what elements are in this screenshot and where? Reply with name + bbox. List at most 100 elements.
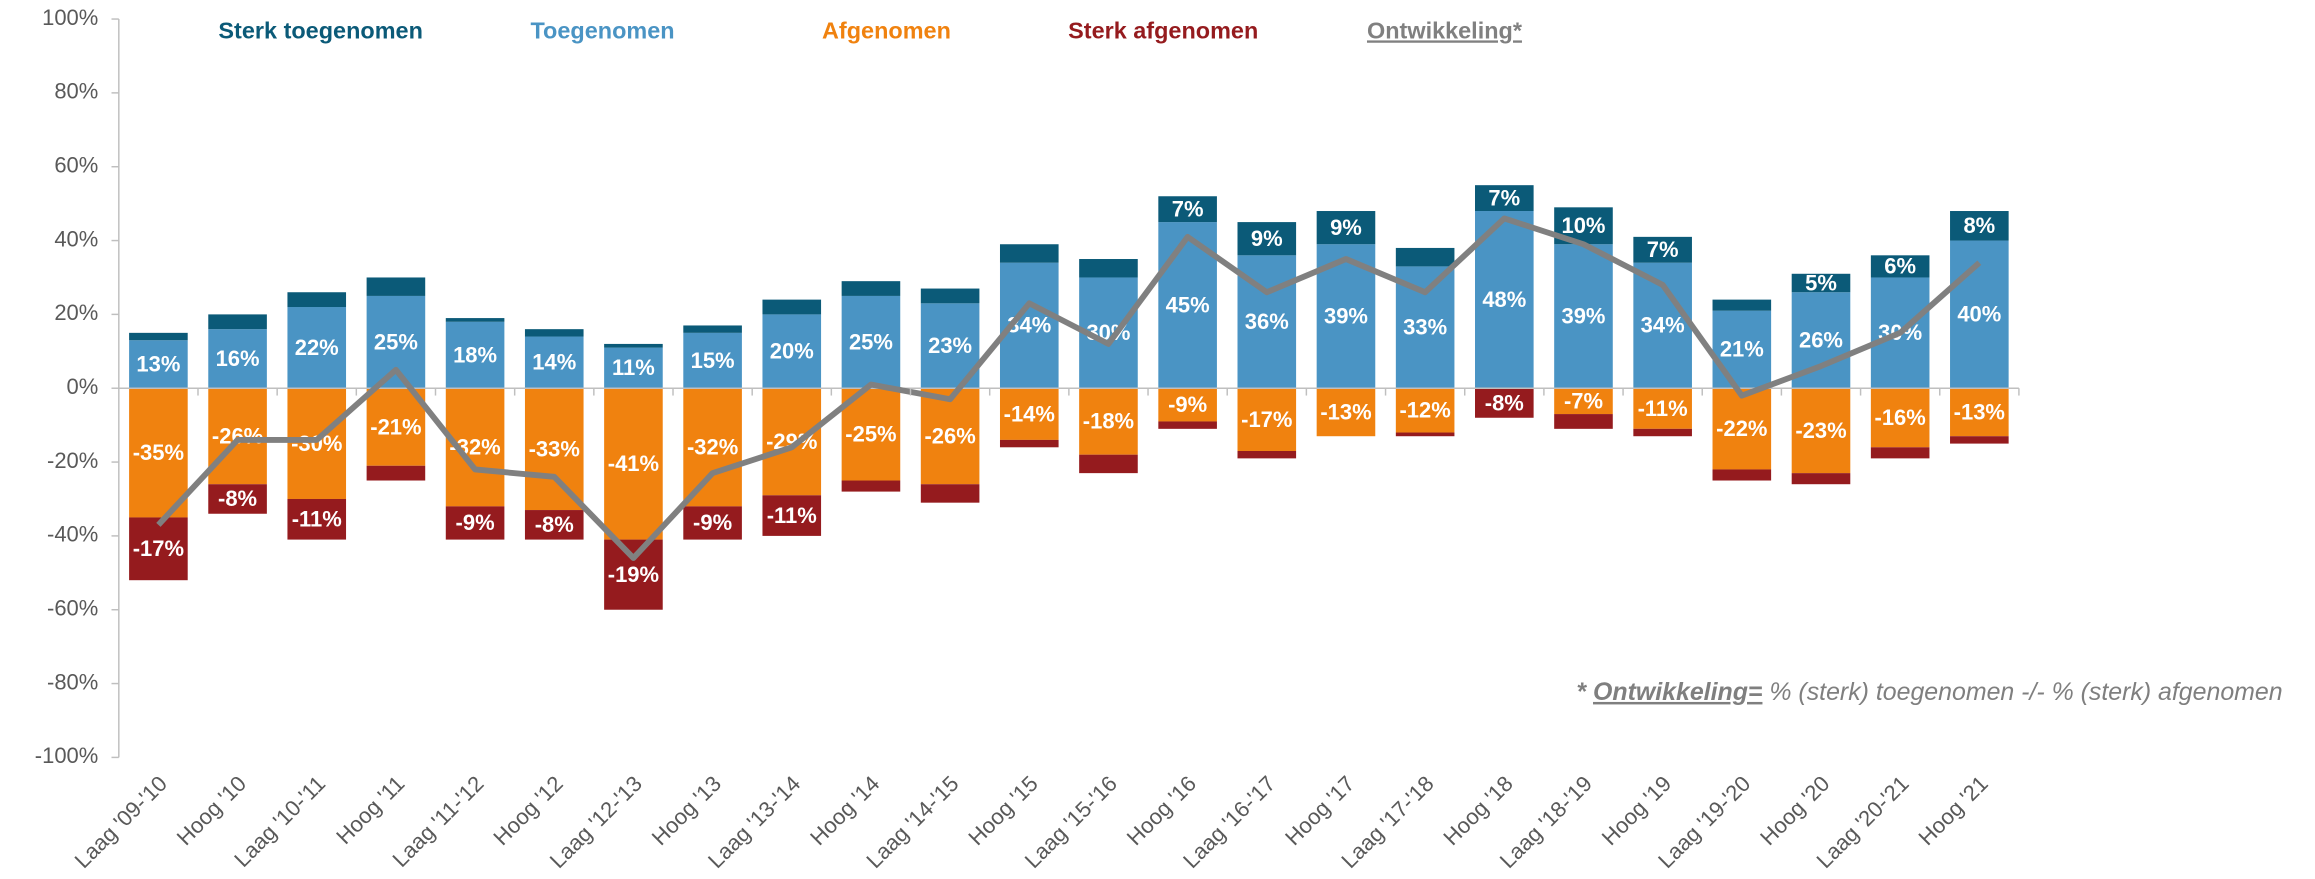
data-label: 23% — [928, 333, 972, 358]
data-label: 33% — [1403, 315, 1447, 340]
bar-segment — [129, 340, 188, 389]
data-label: 25% — [374, 329, 418, 354]
bar-segment — [604, 343, 663, 348]
bar-segment — [129, 388, 188, 518]
data-label: -14% — [1004, 401, 1055, 426]
bar-segment — [999, 244, 1059, 263]
bar-segment — [841, 295, 901, 389]
bar-segment — [1712, 299, 1772, 311]
bar-segment — [524, 510, 584, 540]
y-tick-label: -80% — [47, 669, 98, 694]
bar-segment — [1870, 388, 1930, 448]
x-tick-label: Hoog '19 — [1597, 771, 1676, 850]
data-label: -9% — [1168, 392, 1207, 417]
bar-segment — [683, 388, 742, 507]
x-tick-label: Hoog '20 — [1755, 771, 1834, 850]
data-label: -13% — [1954, 399, 2005, 424]
bar-segment — [683, 332, 742, 389]
x-tick-label: Hoog '13 — [647, 771, 726, 850]
bar-segment — [604, 388, 663, 540]
bar-segment — [920, 288, 980, 304]
data-label: -21% — [370, 414, 421, 439]
bar-segment — [1791, 473, 1851, 485]
bar-segment — [1079, 259, 1138, 278]
data-label: 15% — [691, 348, 735, 373]
bar-segment — [604, 347, 663, 389]
data-label: -41% — [608, 451, 659, 476]
data-label: 36% — [1245, 309, 1289, 334]
data-label: 26% — [1799, 327, 1843, 352]
data-label: -11% — [767, 503, 817, 528]
data-label: -13% — [1320, 399, 1371, 424]
data-label: 6% — [1884, 254, 1916, 279]
bar-segment — [604, 539, 663, 610]
bar-segment — [1079, 388, 1138, 455]
data-label: 8% — [1963, 213, 1995, 238]
bar-segment — [1554, 244, 1613, 389]
data-label: 9% — [1330, 215, 1362, 240]
legend-entry: Toegenomen — [530, 17, 674, 43]
legend-entry: Sterk toegenomen — [218, 17, 422, 43]
data-label: -12% — [1399, 398, 1450, 423]
bar-segment — [208, 484, 267, 514]
bar-segment — [1237, 388, 1297, 451]
bar-segment — [366, 388, 426, 466]
bar-segment — [1079, 454, 1138, 474]
bar-segment — [1712, 469, 1772, 481]
bar-segment — [1237, 222, 1297, 256]
data-label: 5% — [1805, 270, 1837, 295]
data-label: -11% — [1638, 396, 1688, 421]
y-tick-label: -40% — [47, 522, 98, 547]
data-label: 10% — [1561, 213, 1605, 238]
bar-segment — [445, 506, 505, 540]
bar-segment — [524, 388, 584, 511]
bar-segment — [1712, 310, 1772, 389]
bar-segment — [208, 329, 267, 389]
x-tick-label: Hoog '21 — [1913, 771, 1992, 850]
bar-segment — [762, 388, 822, 496]
data-label: -9% — [456, 510, 495, 535]
bar-segment — [129, 517, 188, 581]
bar-segment — [1633, 388, 1692, 429]
data-label: 40% — [1957, 302, 2001, 327]
bar-segment — [1633, 236, 1692, 263]
bar-segment — [1870, 447, 1930, 459]
bar-segment — [683, 325, 742, 333]
data-label: 13% — [136, 351, 180, 376]
footnote-term: Ontwikkeling= — [1593, 678, 1762, 706]
bar-segment — [841, 480, 901, 492]
bar-segment — [287, 307, 347, 389]
bar-segment — [208, 314, 267, 330]
line — [156, 215, 1982, 561]
bar-segment — [762, 299, 822, 315]
footnote-marker: * — [1576, 678, 1587, 706]
bar-segment — [445, 321, 505, 389]
bar-segment — [999, 439, 1059, 448]
data-label: 21% — [1720, 337, 1764, 362]
footnote-text: % (sterk) toegenomen -/- % (sterk) afgen… — [1769, 678, 2282, 706]
bar-segment — [1316, 211, 1376, 245]
data-label: 20% — [770, 339, 814, 364]
data-label: -23% — [1795, 418, 1846, 443]
data-label: -26% — [924, 423, 975, 448]
data-label: -18% — [1083, 409, 1134, 434]
data-label: 14% — [532, 350, 576, 375]
bar-segment — [999, 388, 1059, 440]
data-label: -26% — [212, 423, 263, 448]
y-tick-label: -20% — [47, 448, 98, 473]
bar-segment — [1237, 450, 1297, 459]
data-label: -19% — [608, 562, 659, 587]
bar-segment — [920, 388, 980, 485]
data-label: 39% — [1561, 303, 1605, 328]
data-label: -11% — [292, 507, 342, 532]
bar-segment — [1633, 428, 1692, 437]
x-tick-label: Hoog '12 — [488, 771, 567, 850]
bar-segment — [524, 329, 584, 337]
bar-segment — [1395, 388, 1455, 433]
y-tick-label: -60% — [47, 596, 98, 621]
x-tick-label: Hoog '15 — [963, 771, 1042, 850]
bar-segment — [208, 388, 267, 485]
legend-entry: Ontwikkeling* — [1367, 17, 1523, 43]
data-label: -33% — [529, 436, 580, 461]
data-label: 45% — [1166, 292, 1210, 317]
